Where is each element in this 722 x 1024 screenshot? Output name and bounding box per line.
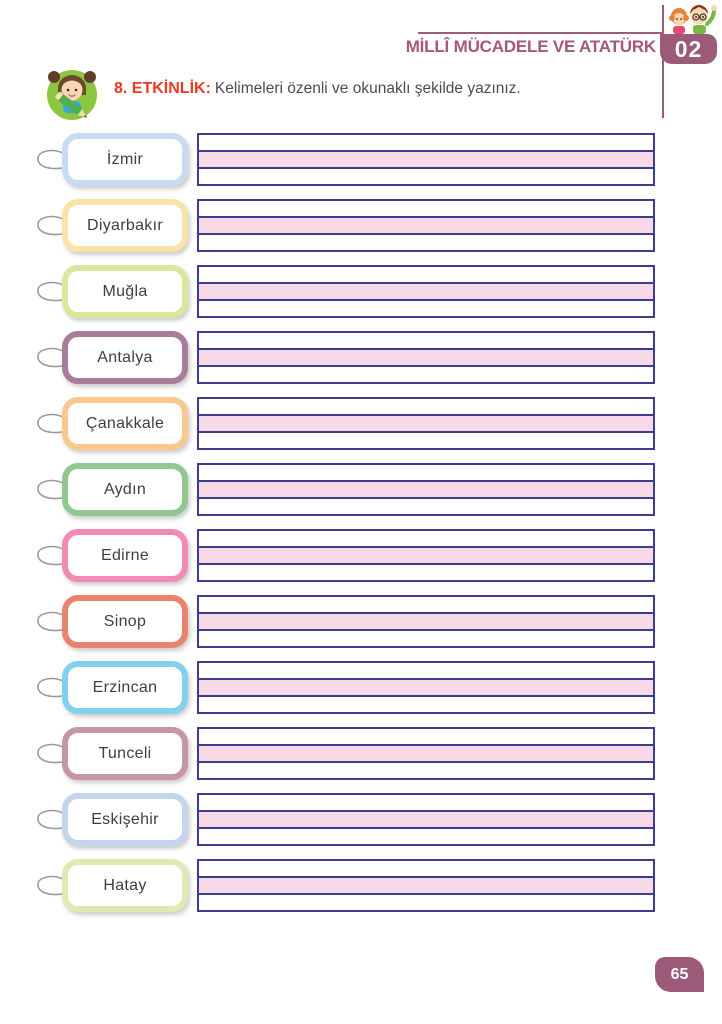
writing-band-top — [199, 861, 653, 876]
word-row: Diyarbakır — [0, 199, 722, 265]
tag-label: Edirne — [100, 546, 150, 564]
writing-lines[interactable] — [197, 529, 655, 582]
writing-lines[interactable] — [197, 199, 655, 252]
activity-label: 8. ETKİNLİK: — [114, 80, 211, 97]
writing-band-top — [199, 597, 653, 612]
header-vertical-rule — [662, 5, 664, 118]
word-tag: Eskişehir — [62, 793, 188, 846]
writing-band-top — [199, 135, 653, 150]
word-row: Sinop — [0, 595, 722, 661]
writing-lines[interactable] — [197, 133, 655, 186]
activity-instruction-text: Kelimeleri özenli ve okunaklı şekilde ya… — [214, 80, 521, 97]
word-tag: Edirne — [62, 529, 188, 582]
writing-band-middle — [199, 744, 653, 763]
writing-band-bottom — [199, 301, 653, 316]
writing-band-top — [199, 399, 653, 414]
writing-band-middle — [199, 876, 653, 895]
word-row: Eskişehir — [0, 793, 722, 859]
writing-band-middle — [199, 480, 653, 499]
writing-band-top — [199, 267, 653, 282]
activity-text: 8. ETKİNLİK: Kelimeleri özenli ve okunakl… — [114, 64, 521, 98]
writing-band-bottom — [199, 763, 653, 778]
word-row: İzmir — [0, 133, 722, 199]
word-tag: Sinop — [62, 595, 188, 648]
word-row: Hatay — [0, 859, 722, 925]
writing-lines[interactable] — [197, 661, 655, 714]
word-tag: Hatay — [62, 859, 188, 912]
word-tag: Muğla — [62, 265, 188, 318]
writing-band-bottom — [199, 499, 653, 514]
word-row: Tunceli — [0, 727, 722, 793]
writing-lines[interactable] — [197, 859, 655, 912]
writing-band-bottom — [199, 367, 653, 382]
activity-instruction: 8. ETKİNLİK: Kelimeleri özenli ve okunakl… — [44, 64, 664, 127]
writing-lines[interactable] — [197, 463, 655, 516]
word-row: Antalya — [0, 331, 722, 397]
writing-band-top — [199, 201, 653, 216]
writing-band-bottom — [199, 697, 653, 712]
writing-band-bottom — [199, 631, 653, 646]
writing-band-bottom — [199, 433, 653, 448]
girl-with-pencil-icon — [44, 64, 100, 127]
writing-band-middle — [199, 216, 653, 235]
writing-band-bottom — [199, 829, 653, 844]
tag-label: Çanakkale — [85, 414, 165, 432]
tag-label: İzmir — [106, 150, 144, 168]
writing-band-top — [199, 729, 653, 744]
writing-lines[interactable] — [197, 265, 655, 318]
writing-band-middle — [199, 678, 653, 697]
writing-band-middle — [199, 612, 653, 631]
page-number-badge: 65 — [655, 957, 704, 992]
writing-band-middle — [199, 150, 653, 169]
writing-band-top — [199, 795, 653, 810]
writing-band-middle — [199, 810, 653, 829]
tag-label: Hatay — [103, 876, 147, 894]
writing-band-middle — [199, 546, 653, 565]
word-tag: Erzincan — [62, 661, 188, 714]
word-tag: Tunceli — [62, 727, 188, 780]
writing-band-bottom — [199, 235, 653, 250]
unit-number-badge: 02 — [660, 34, 717, 64]
writing-lines[interactable] — [197, 595, 655, 648]
writing-rows: İzmir Diyarbakır — [0, 133, 722, 925]
writing-band-top — [199, 663, 653, 678]
tag-label: Diyarbakır — [87, 216, 163, 234]
writing-lines[interactable] — [197, 793, 655, 846]
writing-lines[interactable] — [197, 331, 655, 384]
word-tag: Diyarbakır — [62, 199, 188, 252]
tag-label: Tunceli — [98, 744, 152, 762]
writing-band-bottom — [199, 169, 653, 184]
header-rule — [418, 32, 664, 34]
writing-band-bottom — [199, 565, 653, 580]
writing-band-middle — [199, 282, 653, 301]
page-title: MİLLÎ MÜCADELE VE ATATÜRK — [405, 37, 656, 56]
tag-label: Antalya — [97, 348, 153, 366]
tag-label: Muğla — [102, 282, 148, 300]
tag-label: Erzincan — [92, 678, 158, 696]
writing-band-top — [199, 531, 653, 546]
writing-band-top — [199, 333, 653, 348]
word-tag: Çanakkale — [62, 397, 188, 450]
writing-band-bottom — [199, 895, 653, 910]
word-row: Edirne — [0, 529, 722, 595]
word-row: Erzincan — [0, 661, 722, 727]
word-tag: Antalya — [62, 331, 188, 384]
writing-band-top — [199, 465, 653, 480]
tag-label: Sinop — [103, 612, 147, 630]
writing-lines[interactable] — [197, 397, 655, 450]
writing-band-middle — [199, 348, 653, 367]
kids-peeking-icon — [666, 2, 720, 41]
word-row: Muğla — [0, 265, 722, 331]
word-tag: Aydın — [62, 463, 188, 516]
tag-label: Eskişehir — [91, 810, 159, 828]
word-tag: İzmir — [62, 133, 188, 186]
word-row: Aydın — [0, 463, 722, 529]
writing-band-middle — [199, 414, 653, 433]
tag-label: Aydın — [103, 480, 147, 498]
writing-lines[interactable] — [197, 727, 655, 780]
word-row: Çanakkale — [0, 397, 722, 463]
